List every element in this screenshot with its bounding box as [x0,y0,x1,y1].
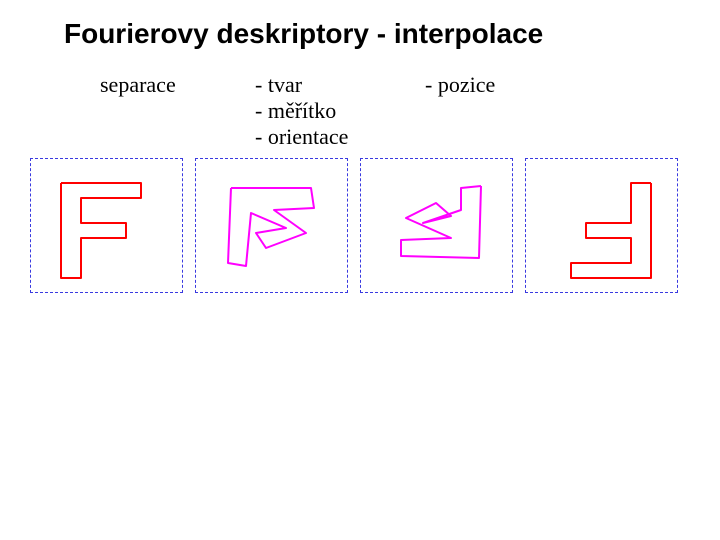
shape-3 [361,158,512,293]
label-tvar-group: - tvar - měřítko - orientace [255,72,425,150]
label-tvar: - tvar [255,72,425,98]
label-meritko: - měřítko [255,98,425,124]
panel-3 [360,158,513,293]
shape-1 [31,158,182,293]
page-title: Fourierovy deskriptory - interpolace [64,18,680,50]
shape-2 [196,158,347,293]
panel-row [30,158,680,293]
panel-1 [30,158,183,293]
label-orientace: - orientace [255,124,425,150]
label-separace: separace [100,72,255,150]
labels-row: separace - tvar - měřítko - orientace - … [100,72,680,150]
shape-4 [526,158,677,293]
panel-4 [525,158,678,293]
panel-2 [195,158,348,293]
label-pozice: - pozice [425,72,575,150]
